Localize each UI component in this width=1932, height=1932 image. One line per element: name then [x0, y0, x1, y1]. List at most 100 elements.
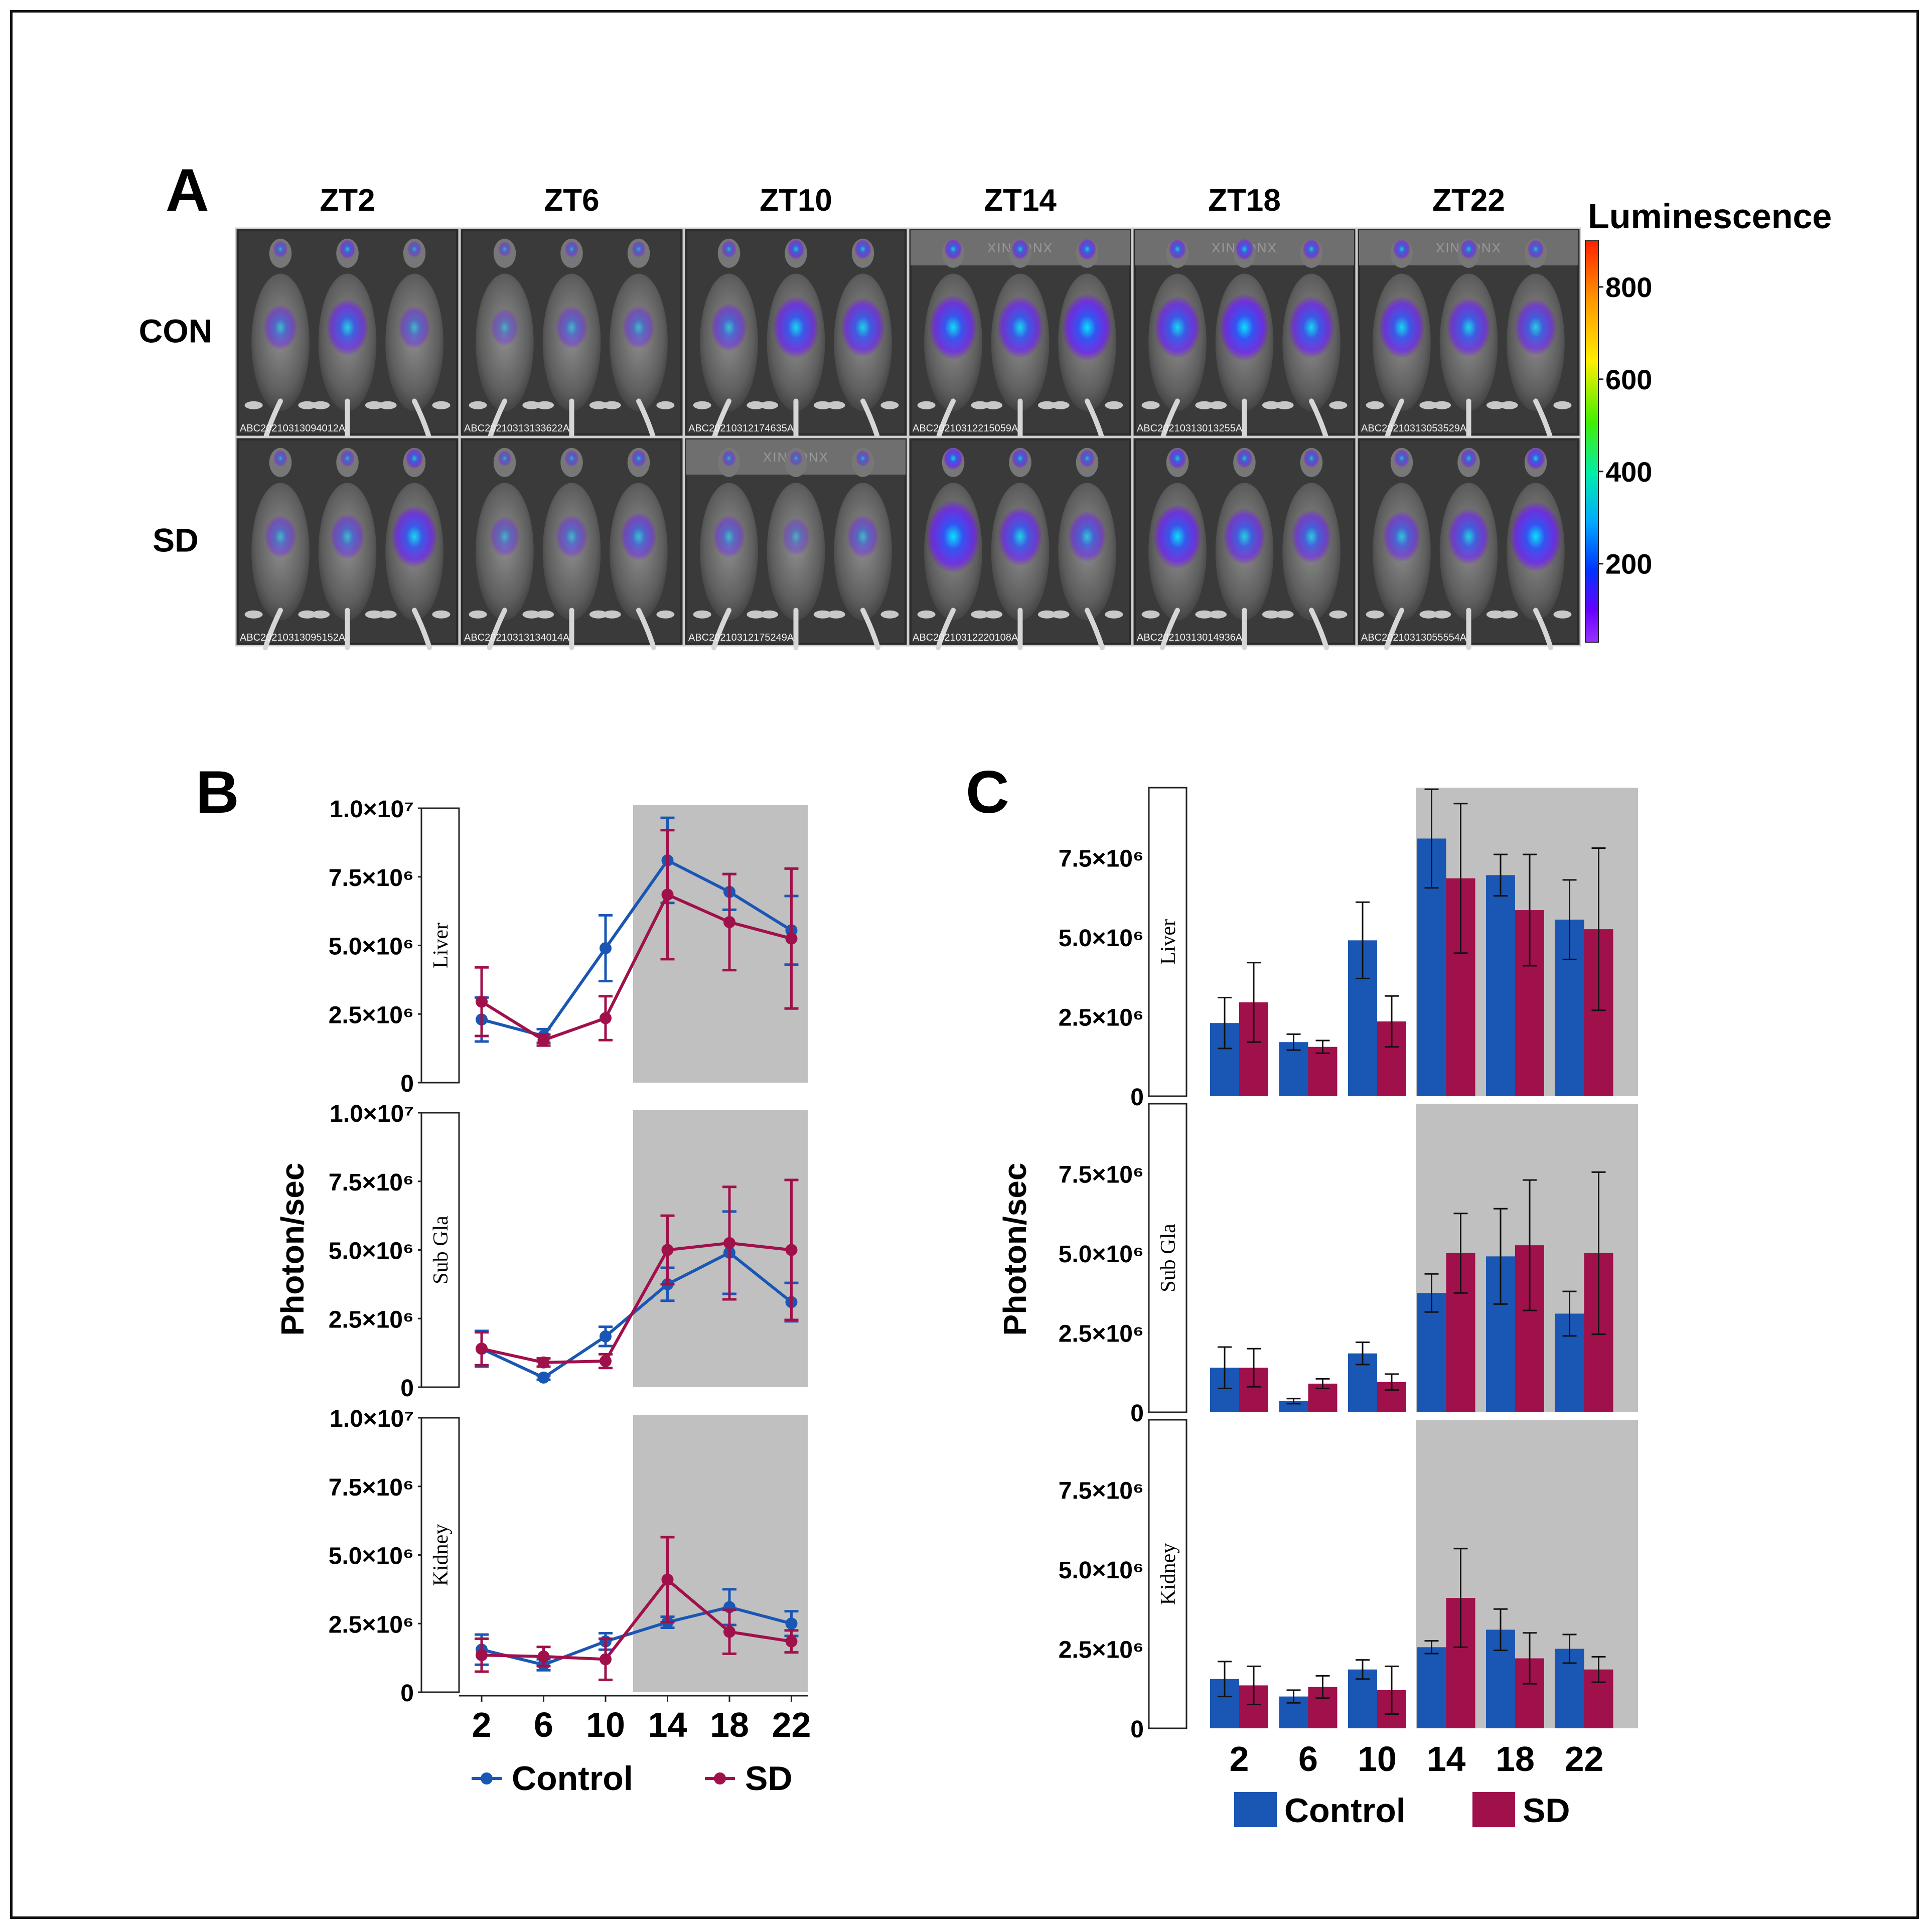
data-point — [661, 1573, 674, 1586]
luminescence-spot — [555, 306, 588, 349]
series-line — [481, 1241, 792, 1364]
right-hindpaw — [1486, 610, 1505, 619]
data-point — [661, 888, 674, 901]
legend-swatch — [1472, 1792, 1515, 1827]
mouse-tail — [412, 398, 432, 441]
column-header-zt: ZT10 — [760, 183, 832, 218]
left-hindpaw — [693, 401, 711, 409]
y-tick-label: 0 — [1130, 1716, 1144, 1743]
luminescence-spot — [555, 515, 588, 558]
left-hindpaw — [1500, 401, 1518, 409]
imaging-tile: ABC20210312220108A — [908, 436, 1133, 651]
left-hindpaw — [244, 610, 263, 619]
head-luminescence-spot — [1303, 449, 1319, 468]
y-axis-label: Photon/sec — [274, 1163, 311, 1336]
x-tick-label: 10 — [586, 1705, 625, 1744]
mouse-silhouette — [984, 448, 1056, 651]
left-hindpaw — [1209, 610, 1227, 619]
image-id-label: ABC20210312220108A — [913, 632, 1018, 643]
imaging-tile: ABC20210313133622A — [459, 227, 684, 441]
mouse-silhouette — [917, 238, 989, 441]
x-tick-label: 10 — [1358, 1739, 1397, 1778]
data-bar — [1308, 1047, 1337, 1096]
data-point — [785, 1635, 798, 1648]
mouse-silhouette — [244, 448, 317, 651]
x-tick-label: 14 — [1427, 1739, 1466, 1778]
mouse-silhouette — [1500, 447, 1572, 651]
image-id-label: ABC20210313053529A — [1361, 423, 1467, 434]
right-hindpaw — [589, 610, 608, 619]
left-hindpaw — [469, 610, 487, 619]
mouse-silhouette — [1366, 238, 1438, 441]
data-point — [537, 1650, 550, 1663]
imaging-tile: ABC20210313055554A — [1356, 436, 1581, 651]
mouse-tail — [1085, 398, 1105, 441]
right-hindpaw — [1486, 401, 1505, 409]
head-luminescence-spot — [340, 450, 355, 467]
column-header-zt: ZT6 — [544, 183, 599, 218]
head-luminescence-spot — [721, 240, 736, 258]
left-hindpaw — [1366, 610, 1384, 619]
mouse-tail — [1384, 398, 1404, 441]
right-hindpaw — [1262, 610, 1280, 619]
x-tick-label: 6 — [534, 1705, 553, 1744]
luminescence-spot — [326, 299, 369, 356]
left-hindpaw — [917, 401, 936, 409]
head-luminescence-spot — [1011, 238, 1029, 260]
mouse-silhouette — [312, 448, 383, 651]
y-tick-label: 7.5×10⁶ — [1059, 1161, 1144, 1188]
mouse-silhouette — [827, 448, 899, 651]
head-luminescence-spot — [1526, 447, 1545, 470]
mouse-silhouette — [693, 238, 765, 441]
mouse-tail — [412, 608, 432, 651]
mouse-tail — [263, 398, 283, 441]
mouse-silhouette — [760, 448, 832, 651]
y-tick-label: 7.5×10⁶ — [329, 1169, 414, 1196]
luminescence-spot — [330, 513, 365, 560]
data-point — [785, 1617, 798, 1630]
mouse-silhouette — [469, 238, 541, 441]
night-phase-shading — [633, 805, 808, 1083]
series-line — [481, 1251, 793, 1380]
left-hindpaw — [603, 401, 621, 409]
left-hindpaw — [312, 610, 330, 619]
right-hindpaw — [1553, 610, 1572, 619]
head-luminescence-spot — [1527, 239, 1544, 259]
legend-label: SD — [1523, 1792, 1570, 1830]
mouse-tail — [636, 398, 656, 441]
y-tick-label: 5.0×10⁶ — [1059, 925, 1144, 952]
head-luminescence-spot — [1460, 449, 1477, 468]
row-label-group: SD — [153, 522, 199, 559]
left-hindpaw — [1051, 401, 1070, 409]
left-hindpaw — [1500, 610, 1518, 619]
luminescence-colorbar: Luminescence 800 600 400 200 — [1585, 197, 1832, 643]
data-point — [723, 1237, 735, 1249]
mouse-silhouette — [1366, 448, 1438, 651]
head-luminescence-spot — [789, 451, 803, 466]
data-bar — [1417, 1647, 1446, 1728]
mouse-silhouette — [1500, 238, 1572, 441]
imaging-tile: ABC20210313095152A — [235, 436, 460, 651]
luminescence-spot — [1382, 511, 1421, 562]
luminescence-spot — [490, 308, 519, 347]
luminescence-spot — [929, 294, 978, 360]
colorbar-title: Luminescence — [1588, 197, 1832, 236]
mouse-tail — [636, 608, 656, 651]
image-id-label: ABC20210313133622A — [464, 423, 570, 434]
left-hindpaw — [1141, 401, 1160, 409]
right-hindpaw — [432, 401, 451, 409]
right-hindpaw — [971, 610, 989, 619]
mouse-silhouette — [536, 238, 608, 441]
left-hindpaw — [760, 401, 779, 409]
left-hindpaw — [917, 610, 936, 619]
left-hindpaw — [827, 610, 845, 619]
mouse-silhouette — [1433, 238, 1505, 441]
facet-strip — [1148, 1419, 1187, 1729]
right-hindpaw — [1262, 401, 1280, 409]
head-luminescence-spot — [498, 241, 511, 257]
facet-strip-label: Kidney — [429, 1524, 453, 1586]
colorbar-gradient — [1585, 240, 1599, 643]
mouse-silhouette — [1051, 448, 1123, 651]
facet-strip-label: Liver — [1157, 919, 1180, 965]
y-tick-label: 5.0×10⁶ — [1059, 1557, 1144, 1584]
